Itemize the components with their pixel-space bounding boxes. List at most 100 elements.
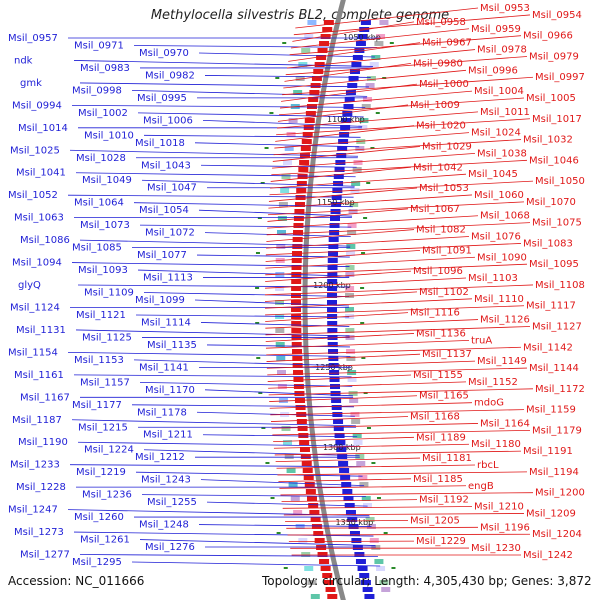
- gene-label-left: Msil_1014: [18, 123, 68, 134]
- gene-label-right: Msil_0966: [523, 31, 573, 42]
- leader-line-right: [266, 222, 531, 236]
- reverse-gene: [332, 412, 343, 417]
- tick-mark: [376, 497, 381, 499]
- gene-label-right: Msil_1042: [413, 162, 463, 173]
- cog-box: [369, 62, 379, 67]
- gene-label-left: Msil_1025: [10, 145, 60, 156]
- cog-box: [288, 118, 298, 123]
- leader-line-right: [271, 423, 479, 429]
- leader-line-right: [264, 284, 534, 296]
- reverse-gene: [334, 167, 345, 172]
- gene-label-left: Msil_1154: [8, 347, 58, 358]
- gene-label-left: Msil_1094: [12, 258, 62, 269]
- forward-gene: [291, 300, 301, 305]
- reverse-gene: [328, 237, 339, 242]
- gene-label-right: Msil_0967: [422, 38, 472, 49]
- gene-label-left: Msil_1121: [76, 310, 126, 321]
- leader-line-right: [287, 533, 531, 536]
- gene-label-left: Msil_1212: [135, 452, 185, 463]
- gene-label-right: Msil_0996: [468, 65, 518, 76]
- cog-box: [374, 559, 384, 564]
- leader-line-right: [265, 319, 479, 329]
- forward-gene: [293, 223, 304, 228]
- leader-line-right: [267, 201, 525, 216]
- gene-label-left: Msil_1010: [84, 130, 134, 141]
- reverse-gene: [340, 475, 351, 480]
- leader-line-right: [271, 159, 528, 176]
- leader-line-right: [285, 56, 528, 76]
- reverse-gene: [343, 104, 354, 109]
- leader-line-right: [283, 69, 467, 89]
- leader-line-right: [269, 395, 418, 402]
- reverse-gene: [334, 433, 345, 438]
- gene-label-right: Msil_1194: [529, 467, 579, 478]
- cog-box: [376, 34, 386, 39]
- gene-label-left: Msil_1052: [8, 190, 58, 201]
- gene-label-right: Msil_1009: [410, 100, 460, 111]
- leader-line-left: [131, 404, 354, 408]
- forward-gene: [304, 482, 315, 487]
- gene-label-right: Msil_1144: [529, 363, 579, 374]
- cog-box: [381, 587, 391, 592]
- gene-label-left: ndk: [14, 55, 33, 66]
- reverse-gene: [329, 230, 340, 235]
- leader-line-right: [265, 277, 467, 289]
- leader-line-left: [137, 112, 364, 118]
- gene-label-left: Msil_1170: [145, 385, 195, 396]
- cog-box: [350, 412, 360, 417]
- leader-line-right: [279, 90, 473, 109]
- tick-mark: [375, 112, 380, 114]
- tick-mark: [275, 77, 280, 79]
- gene-label-left: Msil_1177: [72, 400, 122, 411]
- cog-box: [379, 20, 389, 25]
- cog-box: [362, 503, 372, 508]
- gene-label-left: Msil_1085: [72, 243, 122, 254]
- forward-gene: [305, 489, 316, 494]
- gene-label-right: Msil_1095: [529, 259, 579, 270]
- kbp-label: 1200 kbp: [313, 281, 351, 290]
- leader-line-left: [77, 284, 350, 288]
- forward-gene: [319, 559, 330, 564]
- kbp-label: 1150 kbp: [317, 198, 355, 207]
- gene-label-right: Msil_1152: [468, 377, 518, 388]
- reverse-gene: [362, 587, 373, 592]
- cog-box: [276, 356, 286, 361]
- gene-label-right: Msil_1116: [410, 308, 460, 319]
- cog-box: [277, 216, 287, 221]
- gene-label-left: Msil_1215: [78, 422, 128, 433]
- cog-box: [275, 328, 285, 333]
- reverse-gene: [344, 97, 355, 102]
- cog-box: [353, 440, 363, 445]
- tick-mark: [255, 252, 260, 254]
- forward-gene: [291, 328, 302, 333]
- cog-box: [284, 146, 294, 151]
- leader-line-left: [194, 299, 350, 307]
- leader-line-left: [137, 269, 350, 277]
- gene-label-right: Msil_0953: [480, 3, 530, 14]
- cog-box: [278, 202, 288, 207]
- leader-line-right: [268, 381, 467, 389]
- gene-label-left: Msil_1047: [147, 183, 197, 194]
- cog-box: [346, 244, 356, 249]
- leader-line-left: [135, 314, 350, 318]
- gene-label-right: Msil_1210: [474, 502, 524, 513]
- forward-gene: [299, 160, 310, 165]
- cog-box: [280, 188, 290, 193]
- leader-line-right: [290, 28, 470, 49]
- leader-line-right: [273, 436, 415, 442]
- gene-label-right: Msil_1011: [480, 107, 530, 118]
- tick-mark: [360, 322, 365, 324]
- cog-box: [298, 538, 308, 543]
- gene-label-left: Msil_0970: [139, 48, 189, 59]
- cog-box: [351, 181, 361, 186]
- gene-label-left: Msil_1049: [82, 175, 132, 186]
- leader-line-right: [288, 42, 421, 62]
- gene-label-left: Msil_1077: [137, 250, 187, 261]
- reverse-gene: [347, 83, 358, 88]
- gene-label-right: Msil_1189: [416, 432, 466, 443]
- gene-label-right: Msil_1200: [535, 488, 585, 499]
- reverse-gene: [327, 258, 338, 263]
- cog-box: [376, 566, 386, 571]
- forward-gene: [291, 307, 302, 312]
